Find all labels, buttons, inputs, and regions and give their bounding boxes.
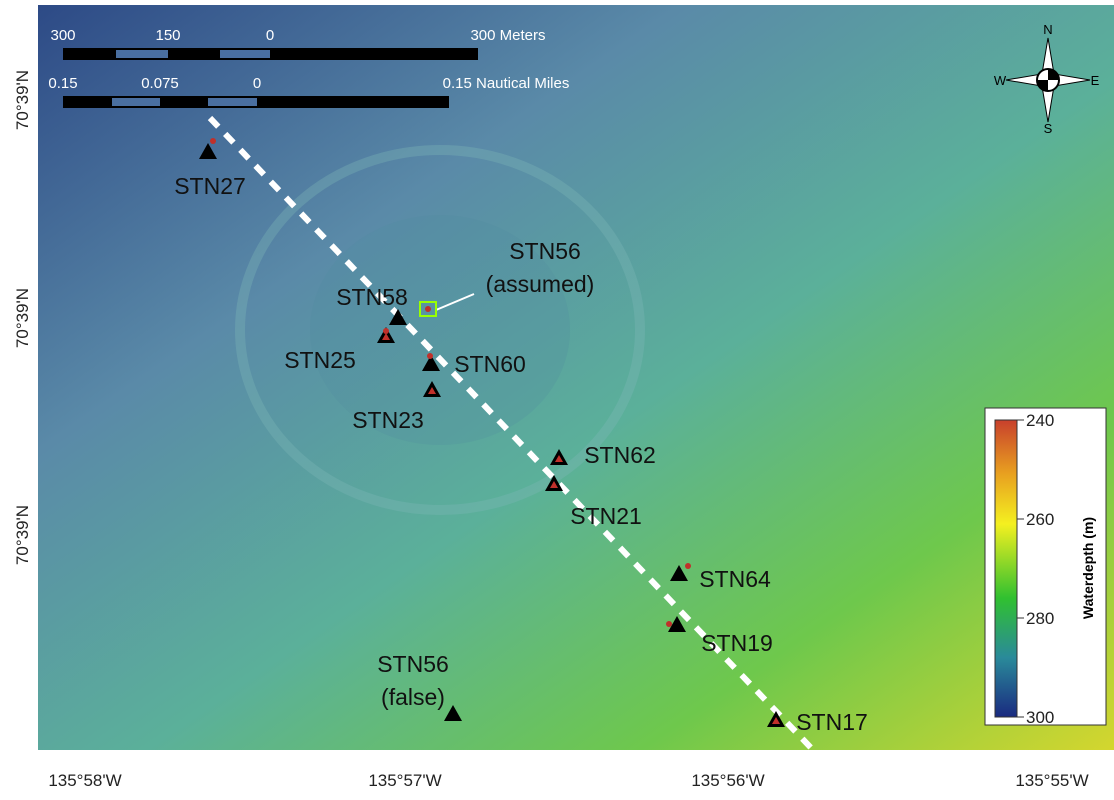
colorbar-tick-label: 300 — [1026, 708, 1054, 727]
bathymetry — [38, 5, 1114, 750]
scale-label: 0.15 Nautical Miles — [443, 75, 570, 92]
station-point — [685, 563, 691, 569]
station-label: STN58 — [336, 284, 408, 310]
station-label: STN27 — [174, 173, 246, 199]
y-axis-label: 70°39'N — [13, 505, 32, 565]
station-label: (assumed) — [486, 271, 595, 297]
scale-label: 300 — [50, 27, 75, 44]
page: 300 150 0 300 Meters 0.15 0.075 0 0.15 N… — [0, 0, 1114, 800]
x-axis-label: 135°57'W — [368, 771, 441, 790]
station-label: STN19 — [701, 630, 773, 656]
station-label: STN60 — [454, 351, 526, 377]
station-point — [427, 353, 433, 359]
colorbar-tick-label: 260 — [1026, 510, 1054, 529]
colorbar-tick-label: 240 — [1026, 411, 1054, 430]
scale-label: 0.15 — [48, 75, 77, 92]
y-axis-label: 70°39'N — [13, 288, 32, 348]
assumed-point — [425, 306, 431, 312]
scale-segment — [220, 50, 270, 58]
scale-label: 0 — [266, 27, 274, 44]
scale-segment — [116, 50, 168, 58]
scale-label: 0 — [253, 75, 261, 92]
legend: Waterdepth (m) 240 260 280 300 — [985, 408, 1106, 727]
x-axis-label: 135°55'W — [1015, 771, 1088, 790]
x-axis-label: 135°56'W — [691, 771, 764, 790]
x-axis-label: 135°58'W — [48, 771, 121, 790]
compass-e: E — [1091, 73, 1100, 88]
scale-segment — [208, 98, 257, 106]
map: 300 150 0 300 Meters 0.15 0.075 0 0.15 N… — [0, 0, 1114, 795]
colorbar — [995, 420, 1017, 717]
scale-label: 150 — [155, 27, 180, 44]
compass-w: W — [994, 73, 1007, 88]
station-label: (false) — [381, 684, 445, 710]
station-label: STN62 — [584, 442, 656, 468]
station-point — [383, 328, 389, 334]
station-label: STN21 — [570, 503, 642, 529]
scale-label: 0.075 — [141, 75, 179, 92]
station-label: STN23 — [352, 407, 424, 433]
compass-s: S — [1044, 121, 1053, 136]
station-label: STN25 — [284, 347, 356, 373]
station-label: STN56 — [509, 238, 581, 264]
scale-segment — [112, 98, 160, 106]
station-label: STN64 — [699, 566, 771, 592]
station-label: STN56 — [377, 651, 449, 677]
compass-n: N — [1043, 22, 1052, 37]
y-axis-label: 70°39'N — [13, 70, 32, 130]
legend-title: Waterdepth (m) — [1080, 517, 1096, 619]
scale-label: 300 Meters — [470, 27, 545, 44]
station-point — [666, 621, 672, 627]
station-point — [210, 138, 216, 144]
station-label: STN17 — [796, 709, 868, 735]
colorbar-tick-label: 280 — [1026, 609, 1054, 628]
